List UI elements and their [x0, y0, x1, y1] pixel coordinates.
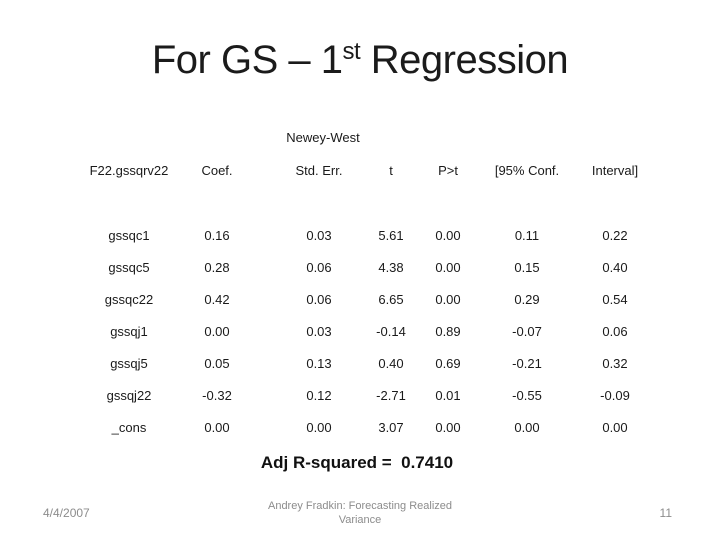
table-cell: 0.15	[514, 260, 540, 275]
column-header: Std. Err.	[295, 163, 343, 178]
slide-title-superscript: st	[342, 38, 361, 65]
table-cell: 0.32	[602, 356, 628, 371]
column-header: P>t	[438, 163, 458, 178]
footer-credit-line2: Variance	[338, 513, 382, 526]
table-cell: 0.29	[514, 292, 540, 307]
table-cell: 0.06	[306, 292, 332, 307]
table-cell: 0.00	[204, 420, 230, 435]
table-column-conf-low: [95% Conf. 0.11 0.15 0.29 -0.07 -0.21 -0…	[467, 160, 587, 444]
table-cell: 0.11	[514, 228, 540, 243]
column-spacer	[555, 182, 675, 220]
column-header: Interval]	[591, 163, 639, 178]
table-cell: -0.09	[600, 388, 630, 403]
table-cell: 0.01	[435, 388, 461, 403]
table-cell: -0.55	[512, 388, 542, 403]
table-cell: 0.22	[602, 228, 628, 243]
table-cell: 0.89	[435, 324, 461, 339]
table-cell: 0.28	[204, 260, 230, 275]
row-label: _cons	[111, 420, 147, 435]
table-cell: 0.06	[602, 324, 628, 339]
table-column-t: t 5.61 4.38 6.65 -0.14 0.40 -2.71 3.07	[331, 160, 451, 444]
table-cell: 0.12	[306, 388, 332, 403]
row-label: gssqc1	[108, 228, 150, 243]
table-cell: -0.32	[202, 388, 232, 403]
table-column-labels: F22.gssqrv22 gssqc1 gssqc5 gssqc22 gssqj…	[69, 160, 189, 444]
footer-credit-line1: Andrey Fradkin: Forecasting Realized	[267, 500, 453, 512]
table-cell: 4.38	[378, 260, 404, 275]
table-column-p: P>t 0.00 0.00 0.00 0.89 0.69 0.01 0.00	[388, 160, 508, 444]
table-cell: 5.61	[378, 228, 404, 243]
table-cell: 0.03	[306, 324, 332, 339]
row-label: gssqj1	[110, 324, 148, 339]
table-cell: 0.42	[204, 292, 230, 307]
table-cell: 0.05	[204, 356, 230, 371]
table-column-coef: Coef. 0.16 0.28 0.42 0.00 0.05 -0.32 0.0…	[157, 160, 277, 444]
table-cell: 0.40	[602, 260, 628, 275]
table-cell: 0.00	[435, 292, 461, 307]
footer-date: 4/4/2007	[43, 506, 90, 520]
slide-title: For GS – 1st Regression	[0, 38, 720, 83]
row-label: gssqc5	[108, 260, 150, 275]
table-cell: -2.71	[376, 388, 406, 403]
table-column-conf-high: Interval] 0.22 0.40 0.54 0.06 0.32 -0.09…	[555, 160, 675, 444]
table-cell: 0.00	[514, 420, 540, 435]
table-cell: 0.00	[435, 420, 461, 435]
slide-title-rest: Regression	[360, 38, 569, 82]
table-group-header: Newey-West	[286, 130, 360, 145]
column-header: [95% Conf.	[494, 163, 560, 178]
table-cell: 6.65	[378, 292, 404, 307]
row-label: gssqj5	[110, 356, 148, 371]
table-cell: 0.54	[602, 292, 628, 307]
table-cell: 0.06	[306, 260, 332, 275]
table-cell: 0.00	[602, 420, 628, 435]
table-cell: 0.00	[435, 260, 461, 275]
table-cell: 0.40	[378, 356, 404, 371]
row-label: gssqj22	[106, 388, 152, 403]
column-header: t	[389, 163, 393, 178]
footer-credit: Andrey Fradkin: Forecasting Realized Var…	[250, 500, 470, 527]
table-column-stderr: Std. Err. 0.03 0.06 0.06 0.03 0.13 0.12 …	[259, 160, 379, 444]
adj-r-squared-text: Adj R-squared = 0.7410	[260, 453, 454, 472]
table-cell: 3.07	[378, 420, 404, 435]
table-cell: 0.16	[204, 228, 230, 243]
table-cell: 0.03	[306, 228, 332, 243]
table-cell: 0.00	[435, 228, 461, 243]
table-cell: 0.00	[204, 324, 230, 339]
column-header: F22.gssqrv22	[89, 163, 169, 178]
table-cell: 0.00	[306, 420, 332, 435]
footer-page-number: 11	[659, 506, 672, 520]
table-cell: 0.13	[306, 356, 332, 371]
column-header: Coef.	[201, 163, 233, 178]
slide-title-main: For GS – 1	[151, 38, 343, 82]
table-cell: -0.07	[512, 324, 542, 339]
table-cell: -0.21	[512, 356, 542, 371]
table-cell: 0.69	[435, 356, 461, 371]
table-cell: -0.14	[376, 324, 406, 339]
row-label: gssqc22	[104, 292, 154, 307]
